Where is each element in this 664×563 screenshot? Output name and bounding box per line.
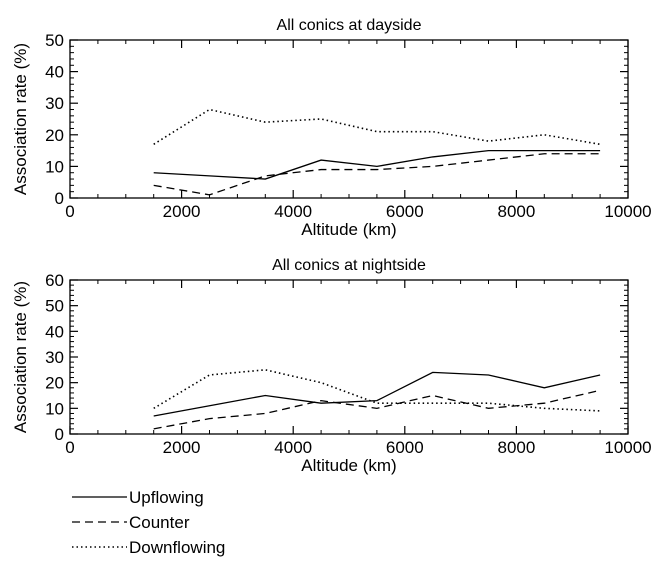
legend-label: Counter [129,513,190,532]
series-line-upflowing [153,371,601,417]
x-axis-label: Altitude (km) [301,220,396,239]
y-tick-label: 0 [55,425,64,444]
y-tick-label: 50 [45,31,64,50]
x-tick-label: 0 [65,438,74,457]
x-tick-label: 2000 [163,202,201,221]
x-tick-label: 2000 [163,438,201,457]
legend-label: Downflowing [129,538,225,557]
plot-frame [69,39,629,199]
x-tick-label: 10000 [604,438,651,457]
y-axis-label: Association rate (%) [11,43,30,195]
y-tick-label: 40 [45,63,64,82]
x-axis-label: Altitude (km) [301,456,396,475]
x-tick-label: 6000 [386,438,424,457]
y-tick-label: 40 [45,322,64,341]
x-tick-label: 10000 [604,202,651,221]
y-tick-label: 30 [45,348,64,367]
y-tick-label: 10 [45,399,64,418]
series-line-upflowing [153,149,601,180]
y-tick-label: 20 [45,126,64,145]
series-line-counter [153,389,601,430]
y-tick-label: 0 [55,189,64,208]
y-tick-label: 20 [45,374,64,393]
y-tick-label: 50 [45,297,64,316]
y-tick-label: 30 [45,94,64,113]
plot-frame [69,279,629,435]
x-tick-label: 6000 [386,202,424,221]
series-line-downflowing [153,108,601,146]
legend: Upflowing Counter Downflowing [72,488,225,557]
chart-panel-1: All conics at dayside 0 2000 4000 6000 8000 10… [11,17,652,239]
x-tick-label: 8000 [497,202,535,221]
chart-title: All conics at dayside [277,17,422,34]
y-tick-label: 10 [45,157,64,176]
y-axis-label: Association rate (%) [11,281,30,433]
series-line-counter [153,153,601,196]
chart-title: All conics at nightside [272,257,426,274]
x-tick-label: 4000 [274,438,312,457]
x-tick-label: 8000 [497,438,535,457]
series-line-downflowing [153,369,601,412]
x-tick-label: 4000 [274,202,312,221]
chart-panel-2: All conics at nightside 0 2000 4000 6000 8000… [11,257,652,475]
legend-label: Upflowing [129,488,204,507]
x-tick-label: 0 [65,202,74,221]
y-tick-label: 60 [45,271,64,290]
